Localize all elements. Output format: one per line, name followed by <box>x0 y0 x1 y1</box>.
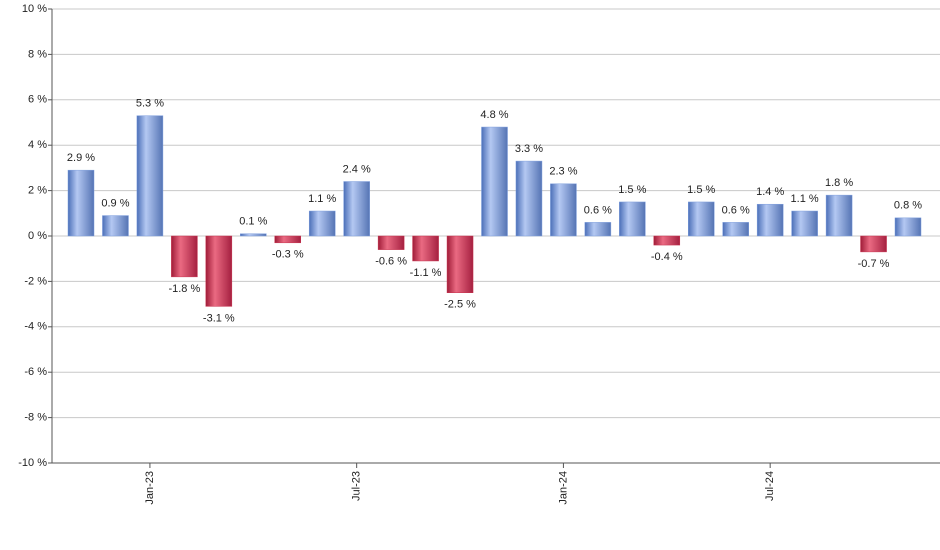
bar <box>550 183 577 237</box>
bar <box>688 201 715 237</box>
data-label: -3.1 % <box>203 312 235 324</box>
data-label: -2.5 % <box>444 299 476 311</box>
data-label: 0.8 % <box>894 200 922 212</box>
bar <box>515 160 543 237</box>
data-label: 1.5 % <box>687 184 715 196</box>
bar <box>274 235 301 244</box>
x-tick-label: Jul-24 <box>764 471 776 501</box>
bar <box>343 181 370 237</box>
data-label: -0.7 % <box>858 258 890 270</box>
bar <box>791 210 818 237</box>
bar <box>377 235 405 250</box>
bar <box>205 235 233 307</box>
y-tick-label: 6 % <box>28 94 47 106</box>
bar <box>619 201 646 237</box>
bar <box>136 115 164 237</box>
data-label: 3.3 % <box>515 143 543 155</box>
y-tick-label: 2 % <box>28 185 47 197</box>
data-label: -1.1 % <box>410 267 442 279</box>
y-tick-label: -2 % <box>24 275 47 287</box>
y-tick-label: -6 % <box>24 366 47 378</box>
data-label: 1.1 % <box>791 193 819 205</box>
bar <box>722 222 749 237</box>
bar <box>446 235 474 293</box>
data-label: -0.4 % <box>651 251 683 263</box>
bar <box>308 210 336 237</box>
data-label: 1.8 % <box>825 177 853 189</box>
data-label: 1.4 % <box>756 186 784 198</box>
data-label: -0.6 % <box>375 256 407 268</box>
bar <box>240 233 267 237</box>
y-tick-label: 4 % <box>28 139 47 151</box>
data-label: 2.9 % <box>67 152 95 164</box>
x-tick-label: Jul-23 <box>351 471 363 501</box>
bar <box>860 235 887 253</box>
y-tick-label: -8 % <box>24 412 47 424</box>
data-label: 0.6 % <box>584 204 612 216</box>
bar <box>481 126 508 237</box>
y-tick-label: 8 % <box>28 48 47 60</box>
data-label: 4.8 % <box>480 109 508 121</box>
bar <box>67 169 95 237</box>
data-label: 0.6 % <box>722 204 750 216</box>
bar <box>756 203 784 237</box>
y-tick-label: -4 % <box>24 321 47 333</box>
bar <box>171 235 198 278</box>
y-tick-label: 10 % <box>22 3 47 15</box>
data-label: 2.4 % <box>343 163 371 175</box>
bar <box>825 194 853 237</box>
data-label: 2.3 % <box>549 166 577 178</box>
data-label: 5.3 % <box>136 98 164 110</box>
bar <box>412 235 439 262</box>
x-tick-label: Jan-24 <box>557 471 569 505</box>
data-label: 0.9 % <box>101 197 129 209</box>
x-tick-label: Jan-23 <box>144 471 156 505</box>
y-tick-label: 0 % <box>28 230 47 242</box>
y-tick-label: -10 % <box>18 457 47 469</box>
bar <box>653 235 681 246</box>
data-label: 0.1 % <box>239 216 267 228</box>
bar <box>894 217 922 237</box>
bar <box>102 215 129 237</box>
data-label: 1.1 % <box>308 193 336 205</box>
data-label: -1.8 % <box>168 283 200 295</box>
data-label: 1.5 % <box>618 184 646 196</box>
data-label: -0.3 % <box>272 249 304 261</box>
bar <box>584 222 612 237</box>
